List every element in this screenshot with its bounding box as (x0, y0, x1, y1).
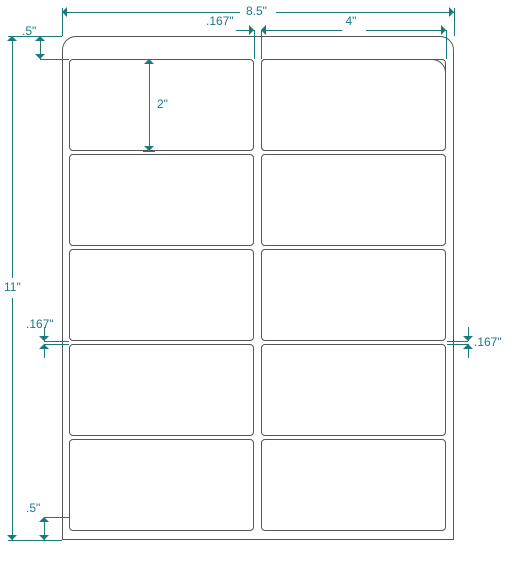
label-cell (69, 344, 254, 436)
dimensions.bottom_margin.text: .5" (26, 501, 40, 515)
dimensions.page_height.text: 11" (4, 280, 21, 294)
label-cell (69, 439, 254, 531)
dimensions.cell_height.text: 2" (157, 97, 168, 111)
label-sheet-diagram: 8.5" 11" .5" .167" 4" 2" .167" .167" .5" (0, 0, 508, 575)
dimensions.col_gap.text: .167" (206, 14, 234, 28)
dimensions.row_gap_right.text: .167" (474, 335, 502, 349)
dimensions.page_width.text: 8.5" (246, 4, 267, 18)
label-cell (261, 154, 446, 246)
dimensions.top_margin.text: .5" (22, 24, 36, 38)
dimensions.row_gap_left.text: .167" (26, 317, 54, 331)
label-cell (69, 154, 254, 246)
label-cell (69, 249, 254, 341)
label-cell (261, 344, 446, 436)
label-cell (261, 59, 446, 151)
label-cell (261, 439, 446, 531)
dimensions.cell_width.text: 4" (346, 14, 357, 28)
label-cell (261, 249, 446, 341)
